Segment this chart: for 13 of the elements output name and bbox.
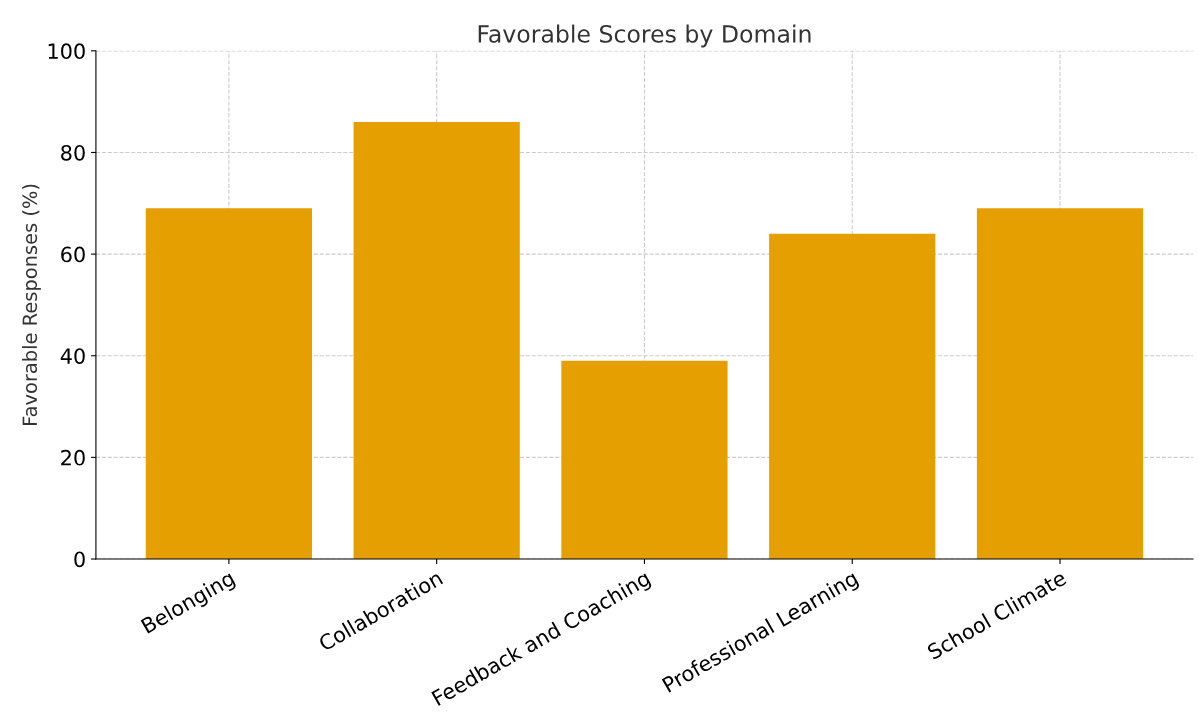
y-tick-label: 0 — [74, 551, 85, 568]
y-tick-label: 20 — [61, 449, 85, 466]
bar — [561, 360, 728, 560]
y-tick-label: 40 — [60, 348, 85, 364]
y-tick-label: 100 — [48, 43, 85, 60]
y-tick-label: 80 — [61, 144, 85, 161]
y-tick-label: 60 — [61, 246, 85, 263]
bar — [145, 208, 313, 560]
chart-title: Favorable Scores by Domain — [478, 24, 811, 48]
bar — [976, 208, 1144, 560]
y-axis-title: Favorable Responses (%) — [22, 184, 41, 425]
bar — [353, 121, 520, 560]
bar — [769, 233, 936, 560]
